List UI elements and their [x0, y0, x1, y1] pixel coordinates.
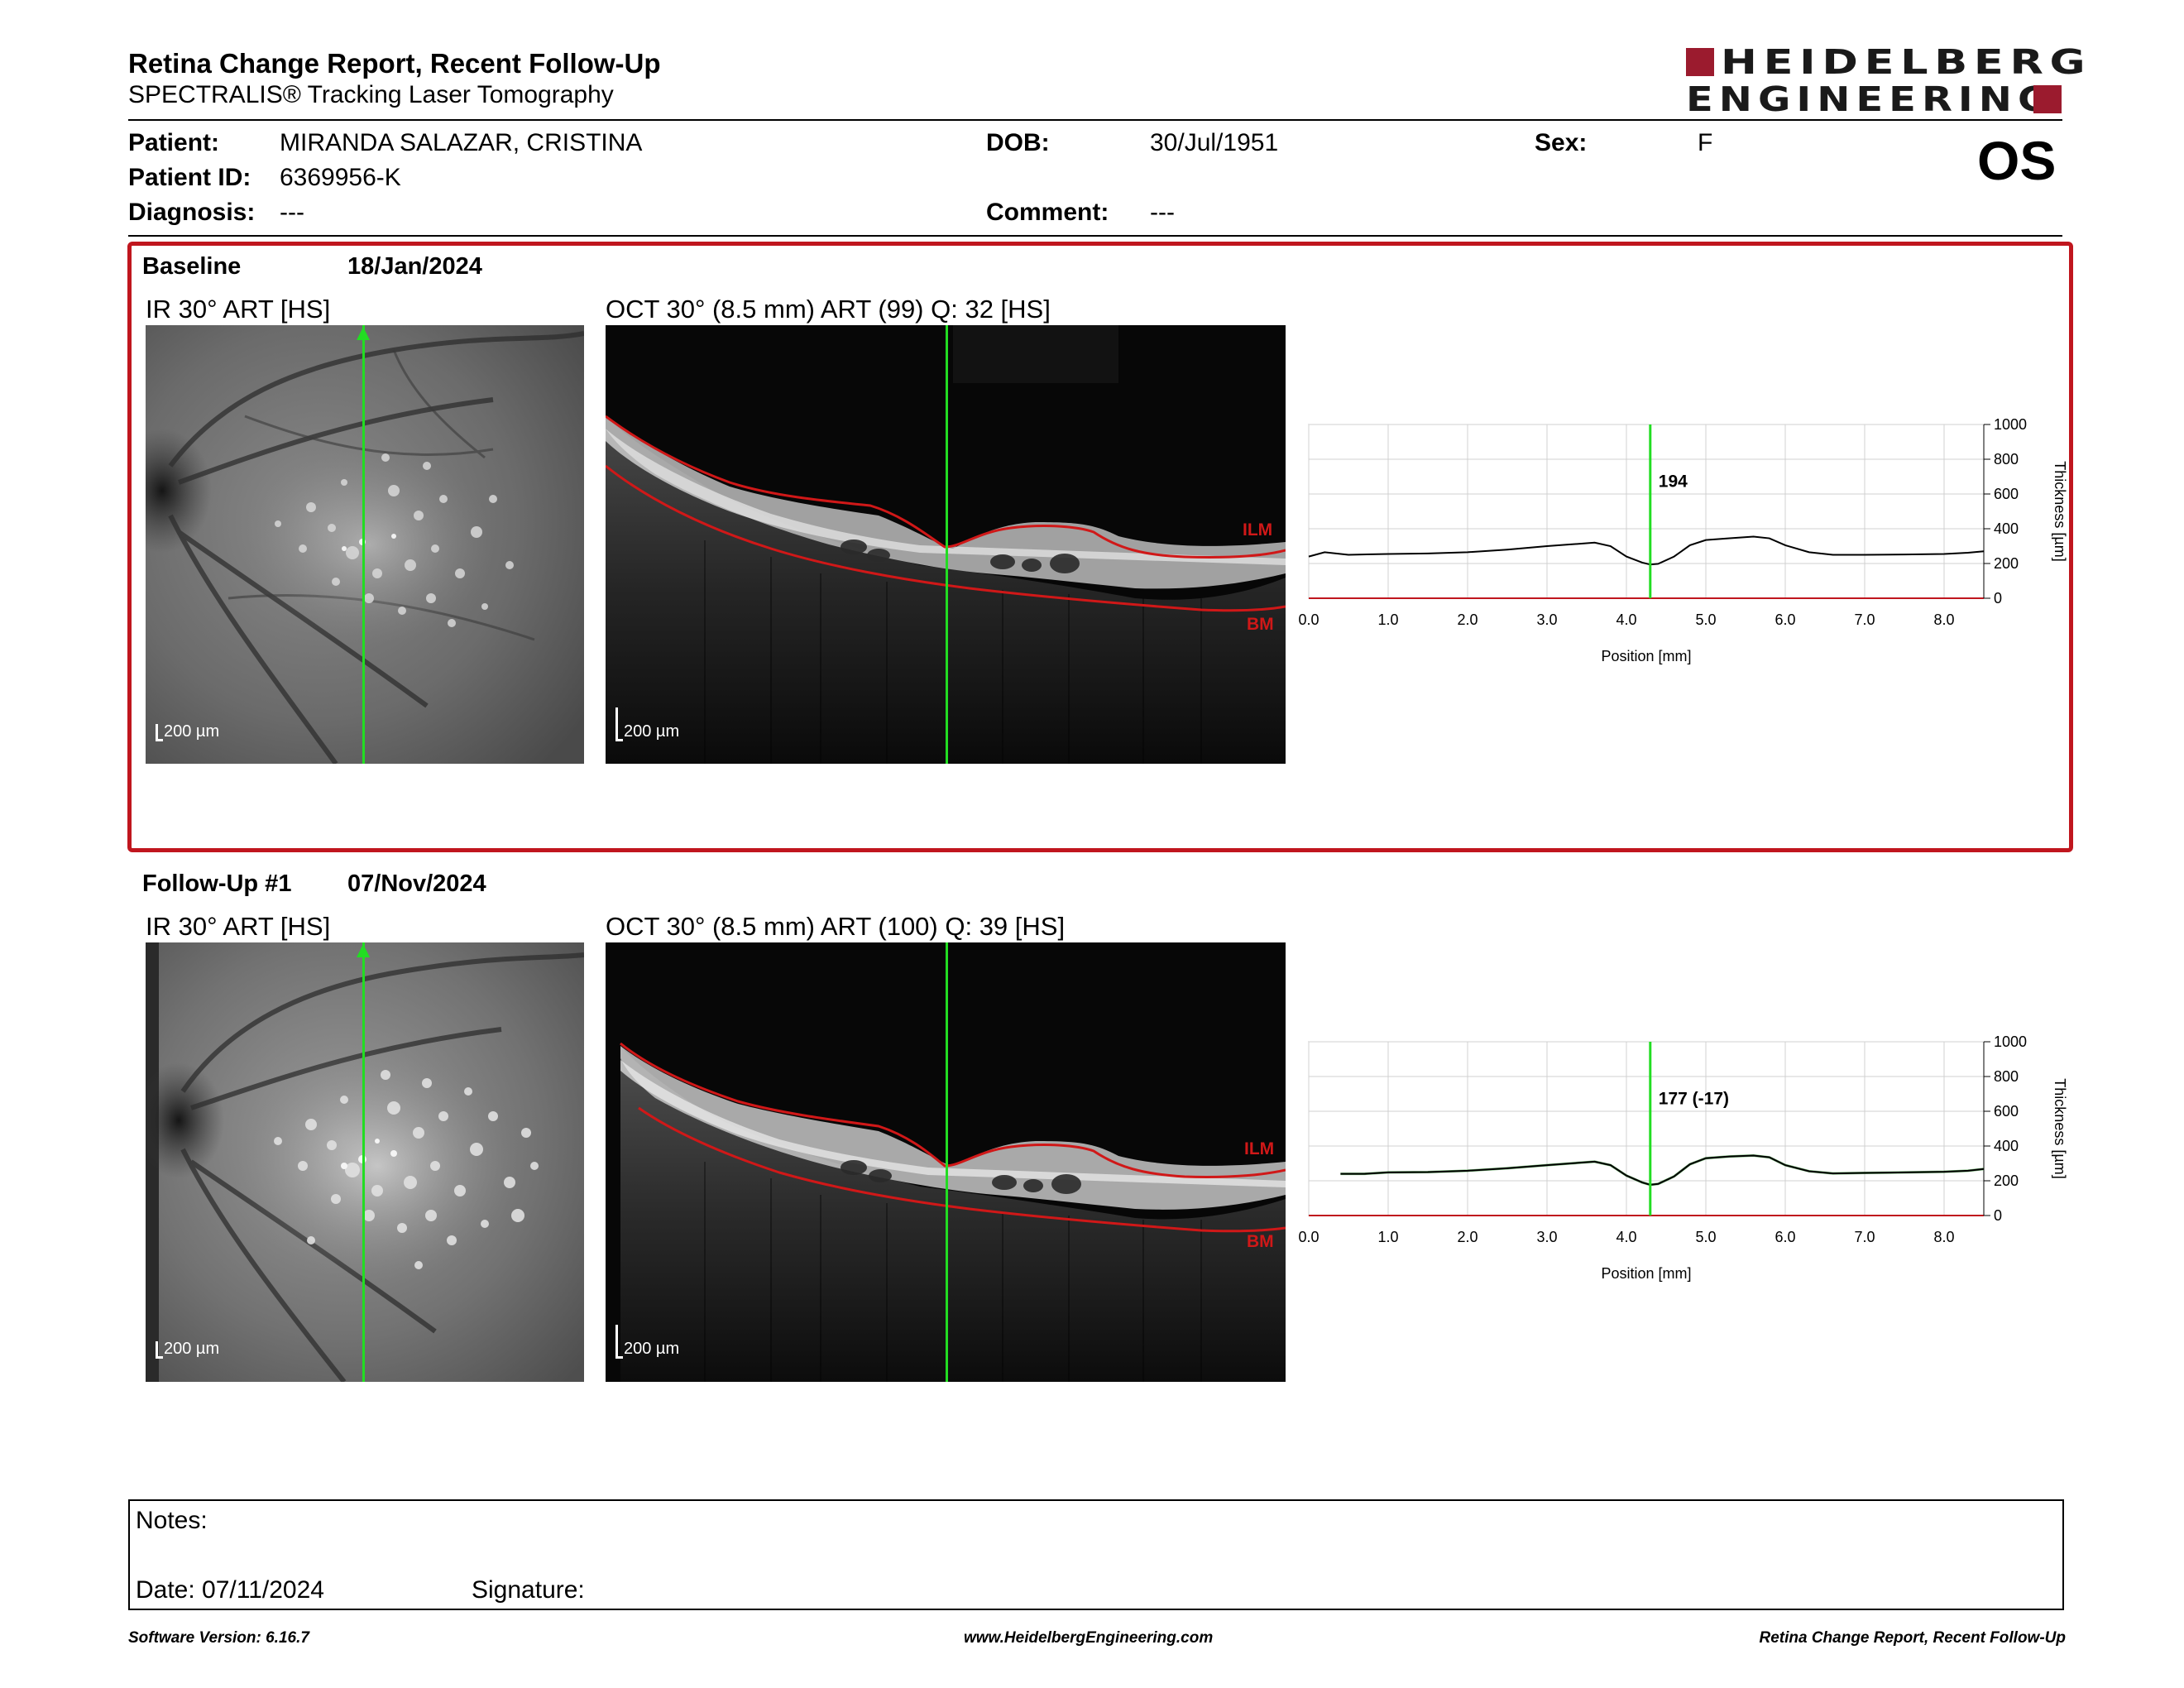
- followup-ir-label: IR 30° ART [HS]: [146, 912, 331, 941]
- baseline-oct-label: OCT 30° (8.5 mm) ART (99) Q: 32 [HS]: [606, 295, 1051, 324]
- scan-direction-arrow-icon: [357, 327, 370, 340]
- x-tick-label: 0.0: [1299, 611, 1320, 628]
- y-tick-label: 0: [1994, 590, 2002, 607]
- x-tick-label: 1.0: [1377, 1229, 1398, 1245]
- series-line: [1308, 535, 1985, 566]
- baseline-date: 18/Jan/2024: [347, 253, 482, 280]
- patient-value: MIRANDA SALAZAR, CRISTINA: [280, 129, 643, 156]
- baseline-ilm-label: ILM: [1243, 520, 1273, 539]
- footer-report-name: Retina Change Report, Recent Follow-Up: [1759, 1629, 2066, 1647]
- baseline-section-frame[interactable]: [127, 242, 2073, 852]
- plot-area: [1308, 1041, 1985, 1216]
- baseline-ir-label: IR 30° ART [HS]: [146, 295, 331, 324]
- x-tick-label: 7.0: [1854, 611, 1875, 628]
- followup-oct-scale-icon: [615, 1325, 623, 1359]
- scan-direction-arrow-icon: [357, 944, 370, 957]
- followup-ir-scale-icon: [156, 1341, 163, 1359]
- followup-ir-image[interactable]: 200 µm: [146, 942, 584, 1382]
- diagnosis-label: Diagnosis:: [128, 199, 256, 226]
- y-tick-label: 800: [1994, 1068, 2019, 1085]
- footer-website-link[interactable]: www.HeidelbergEngineering.com: [964, 1629, 1214, 1647]
- comment-value: ---: [1150, 199, 1175, 226]
- x-tick-label: 2.0: [1457, 1229, 1478, 1245]
- y-axis-label: Thickness [µm]: [2052, 1078, 2068, 1178]
- x-tick-label: 6.0: [1774, 611, 1795, 628]
- x-tick-label: 5.0: [1695, 1229, 1716, 1245]
- baseline-oct-scale: 200 µm: [624, 722, 680, 741]
- patient-id-value: 6369956-K: [280, 164, 401, 191]
- followup-ir-scale: 200 µm: [164, 1340, 220, 1358]
- series-line: [1340, 1154, 1985, 1186]
- y-tick-label: 400: [1994, 1138, 2019, 1154]
- baseline-label: Baseline: [142, 253, 242, 280]
- x-tick-label: 8.0: [1933, 1229, 1954, 1245]
- sex-label: Sex:: [1535, 129, 1588, 156]
- x-tick-label: 5.0: [1695, 611, 1716, 628]
- y-tick-label: 600: [1994, 1103, 2019, 1120]
- notes-label: Notes:: [136, 1507, 208, 1534]
- dob-label: DOB:: [986, 129, 1050, 156]
- cursor-thickness-label: 177 (-17): [1659, 1090, 1729, 1109]
- y-tick-label: 200: [1994, 1172, 2019, 1189]
- y-tick-label: 1000: [1994, 1033, 2027, 1050]
- baseline-ir-image[interactable]: 200 µm: [146, 325, 584, 764]
- report-title: Retina Change Report, Recent Follow-Up: [128, 48, 661, 79]
- baseline-ir-scale: 200 µm: [164, 722, 220, 741]
- x-tick-label: 2.0: [1457, 611, 1478, 628]
- patient-label: Patient:: [128, 129, 220, 156]
- report-subtitle: SPECTRALIS® Tracking Laser Tomography: [128, 81, 614, 108]
- plot-area: [1308, 424, 1985, 599]
- followup-ilm-label: ILM: [1244, 1139, 1275, 1158]
- x-tick-label: 3.0: [1536, 1229, 1557, 1245]
- followup-oct-scale: 200 µm: [624, 1340, 680, 1358]
- comment-label: Comment:: [986, 199, 1109, 226]
- notes-date: Date: 07/11/2024: [136, 1576, 324, 1604]
- footer-software-version: Software Version: 6.16.7: [128, 1629, 309, 1647]
- x-tick-label: 4.0: [1616, 611, 1636, 628]
- x-axis-label: Position [mm]: [1601, 648, 1691, 664]
- cursor-thickness-label: 194: [1659, 472, 1688, 492]
- followup-label: Follow-Up #1: [142, 870, 292, 897]
- y-tick-label: 400: [1994, 520, 2019, 537]
- diagnosis-value: ---: [280, 199, 304, 226]
- x-tick-label: 8.0: [1933, 611, 1954, 628]
- notes-box[interactable]: [128, 1499, 2064, 1610]
- y-axis-label: Thickness [µm]: [2052, 461, 2068, 561]
- followup-ir-scan-line: [362, 942, 365, 1382]
- x-tick-label: 7.0: [1854, 1229, 1875, 1245]
- x-tick-label: 1.0: [1377, 611, 1398, 628]
- baseline-ir-scan-line: [362, 325, 365, 764]
- followup-date: 07/Nov/2024: [347, 870, 486, 897]
- baseline-bm-label: BM: [1247, 615, 1274, 634]
- signature-label: Signature:: [472, 1576, 585, 1604]
- baseline-oct-image[interactable]: ILM BM 200 µm: [606, 325, 1286, 764]
- x-tick-label: 6.0: [1774, 1229, 1795, 1245]
- y-tick-label: 800: [1994, 451, 2019, 468]
- followup-bm-label: BM: [1247, 1232, 1274, 1251]
- baseline-thickness-chart[interactable]: 0.0 1.0 2.0 3.0 4.0 5.0 6.0 7.0 8.0 0 200 400 600 800…: [1299, 410, 2085, 674]
- x-tick-label: 4.0: [1616, 1229, 1636, 1245]
- y-tick-label: 1000: [1994, 416, 2027, 433]
- sex-value: F: [1698, 129, 1713, 156]
- followup-thickness-chart[interactable]: 0.0 1.0 2.0 3.0 4.0 5.0 6.0 7.0 8.0 0 200 400 600 800…: [1299, 1027, 2085, 1292]
- x-tick-label: 0.0: [1299, 1229, 1320, 1245]
- x-axis-label: Position [mm]: [1601, 1265, 1691, 1282]
- dob-value: 30/Jul/1951: [1150, 129, 1279, 156]
- eye-indicator: OS: [1977, 130, 2057, 191]
- y-tick-label: 0: [1994, 1207, 2002, 1224]
- y-tick-label: 200: [1994, 555, 2019, 572]
- baseline-ir-scale-icon: [156, 724, 163, 741]
- y-tick-label: 600: [1994, 486, 2019, 502]
- patient-id-label: Patient ID:: [128, 164, 251, 191]
- followup-oct-image[interactable]: ILM BM 200 µm: [606, 942, 1286, 1382]
- x-tick-label: 3.0: [1536, 611, 1557, 628]
- followup-oct-label: OCT 30° (8.5 mm) ART (100) Q: 39 [HS]: [606, 912, 1066, 941]
- baseline-oct-scale-icon: [615, 707, 623, 741]
